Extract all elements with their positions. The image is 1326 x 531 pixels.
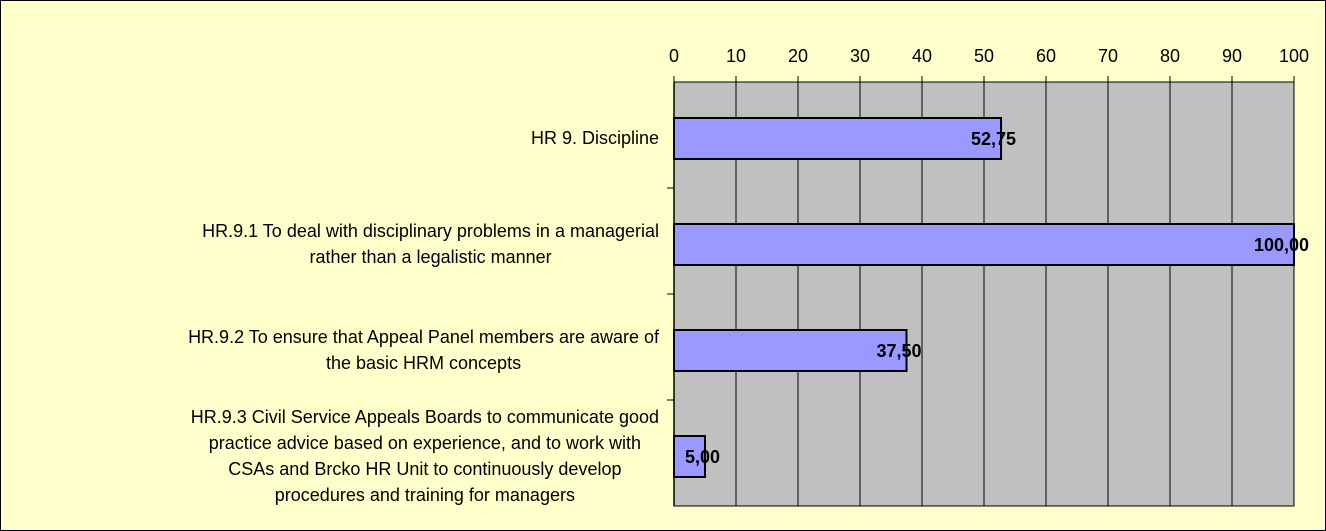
bar	[673, 435, 706, 478]
x-tick-label: 90	[1222, 46, 1242, 66]
value-label: 5,00	[685, 447, 720, 467]
x-tick-label: 80	[1160, 46, 1180, 66]
value-label: 37,50	[876, 341, 921, 361]
value-label: 52,75	[971, 129, 1016, 149]
x-tick-label: 40	[912, 46, 932, 66]
value-label: 100,00	[1254, 235, 1309, 255]
x-tick-label: 60	[1036, 46, 1056, 66]
category-label: HR.9.3 Civil Service Appeals Boards to c…	[190, 407, 659, 505]
x-tick-label: 30	[850, 46, 870, 66]
bar	[673, 117, 1003, 160]
category-label: HR 9. Discipline	[530, 128, 659, 148]
x-tick-label: 70	[1098, 46, 1118, 66]
y-tick-label: HR.9.3 Civil Service Appeals Boards to c…	[11, 404, 659, 508]
x-tick-label: 20	[788, 46, 808, 66]
x-tick-label: 100	[1279, 46, 1309, 66]
y-tick-label: HR.9.1 To deal with disciplinary problem…	[11, 218, 659, 270]
x-tick-label: 0	[669, 46, 679, 66]
x-tick-label: 50	[974, 46, 994, 66]
category-label: HR.9.1 To deal with disciplinary problem…	[202, 221, 659, 267]
y-tick-label: HR 9. Discipline	[11, 125, 659, 151]
x-tick-label: 10	[726, 46, 746, 66]
category-label: HR.9.2 To ensure that Appeal Panel membe…	[188, 327, 659, 373]
bar	[673, 329, 908, 372]
y-tick-label: HR.9.2 To ensure that Appeal Panel membe…	[11, 324, 659, 376]
bar	[673, 223, 1295, 266]
